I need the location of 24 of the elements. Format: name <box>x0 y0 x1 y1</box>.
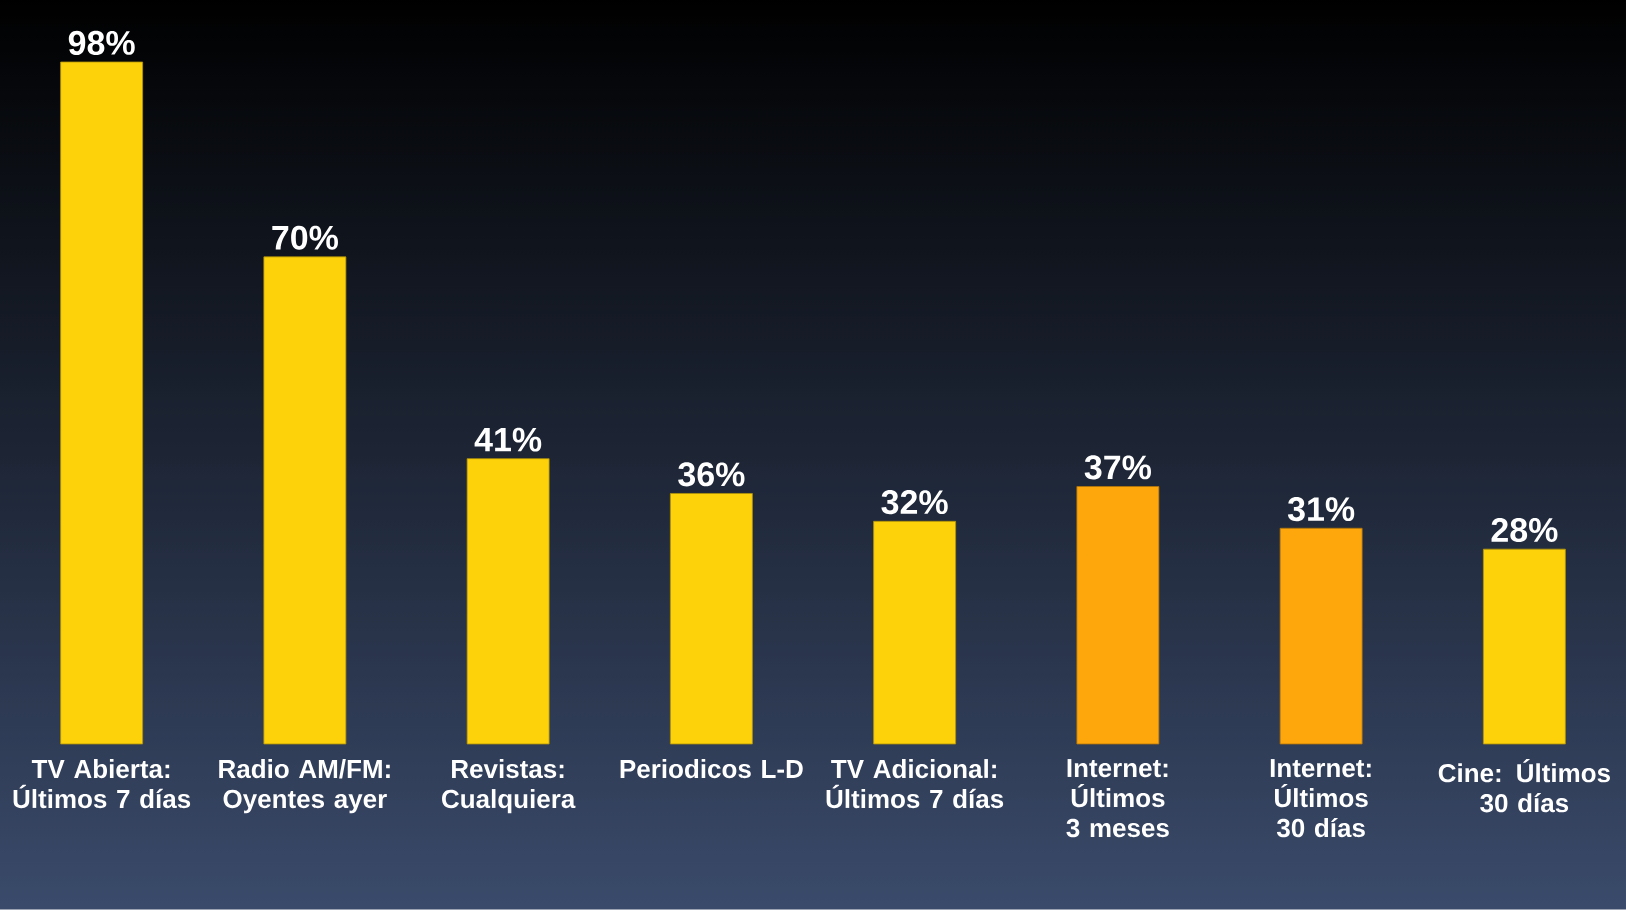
bar <box>263 256 347 745</box>
data-label: 31% <box>1287 497 1355 522</box>
data-label: 28% <box>1491 518 1558 543</box>
data-label: 41% <box>474 427 542 452</box>
x-tick-label: TV Abierta: Últimos 7 días <box>13 759 191 809</box>
bar <box>1076 486 1160 745</box>
data-label: 37% <box>1084 455 1151 480</box>
data-label: 98% <box>68 30 135 55</box>
bar <box>60 61 144 745</box>
data-label: 32% <box>881 490 948 515</box>
bar <box>466 458 550 745</box>
bar <box>669 493 753 745</box>
x-tick-label: TV Adicional: Últimos 7 días <box>826 759 1004 809</box>
x-tick-label: Periodicos L-D <box>620 759 803 779</box>
bar <box>1482 548 1566 745</box>
x-tick-label: Revistas: Cualquiera <box>442 759 576 814</box>
x-tick-label: Internet: Últimos 3 meses <box>1066 759 1169 838</box>
data-label: 70% <box>272 225 338 250</box>
x-tick-label: Internet: Últimos 30 días <box>1270 759 1371 838</box>
x-tick-label: Radio AM/FM: Oyentes ayer <box>219 759 390 814</box>
bar <box>1279 527 1363 745</box>
x-tick-label: Cine: Últimos 30 días <box>1438 759 1610 813</box>
bar <box>873 520 957 745</box>
data-label: 36% <box>678 462 745 487</box>
